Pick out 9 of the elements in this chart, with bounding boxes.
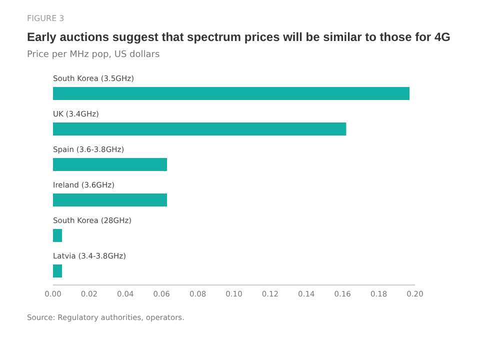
bar xyxy=(53,122,346,136)
bar xyxy=(53,264,62,278)
caption: FIGURE 3 xyxy=(27,14,64,23)
chart-title: Early auctions suggest that spectrum prices will be similar to those for 4G xyxy=(27,30,450,44)
chart-subtitle: Price per MHz pop, US dollars xyxy=(27,50,160,60)
bar xyxy=(53,229,62,242)
bar xyxy=(53,87,410,100)
bar xyxy=(53,194,168,206)
bar xyxy=(53,158,168,171)
